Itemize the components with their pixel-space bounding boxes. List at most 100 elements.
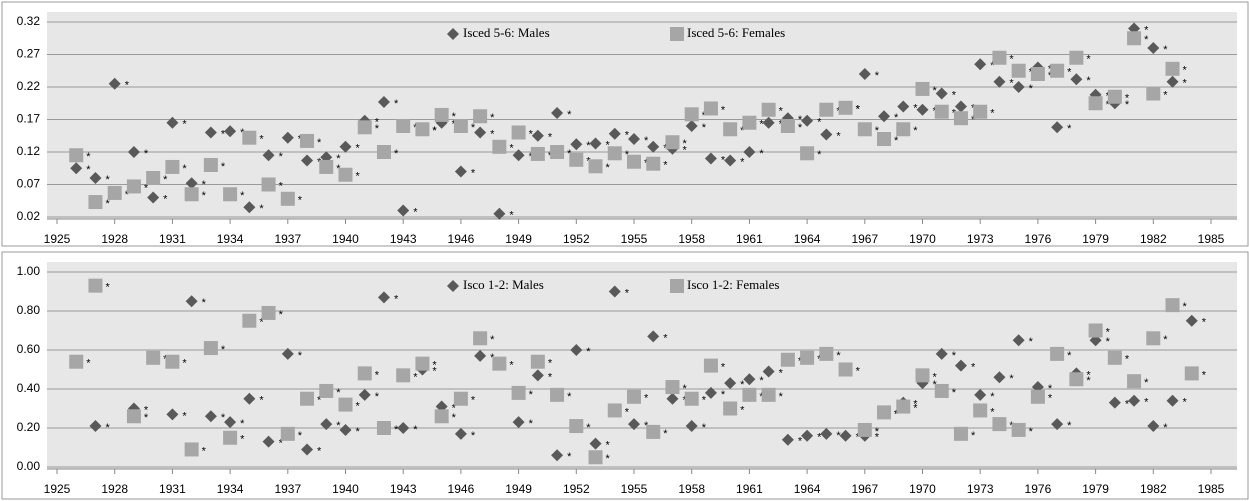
square-point bbox=[953, 111, 968, 126]
square-point bbox=[492, 356, 507, 371]
significance-star: * bbox=[105, 174, 110, 186]
square-point bbox=[1165, 61, 1180, 76]
diamond-point bbox=[954, 100, 967, 113]
diamond-point bbox=[993, 371, 1006, 384]
square-point bbox=[550, 145, 565, 159]
significance-star: * bbox=[163, 193, 168, 205]
square-point bbox=[780, 119, 795, 133]
square-point bbox=[1011, 63, 1026, 78]
square-point bbox=[550, 387, 565, 402]
significance-star: * bbox=[375, 391, 380, 403]
legend-label: Isco 1-2: Males bbox=[463, 277, 544, 292]
y-tick-label: 0.12 bbox=[17, 144, 41, 158]
significance-star: * bbox=[606, 453, 611, 465]
significance-star: * bbox=[259, 395, 264, 407]
diamond-point bbox=[608, 285, 621, 298]
square-point bbox=[453, 391, 468, 406]
significance-star: * bbox=[1009, 373, 1014, 385]
significance-star: * bbox=[182, 119, 187, 131]
x-tick-label: 1949 bbox=[505, 232, 532, 246]
square-point bbox=[357, 366, 372, 381]
square-point bbox=[319, 383, 334, 398]
significance-star: * bbox=[644, 135, 649, 147]
square-point bbox=[665, 135, 680, 150]
diamond-point bbox=[185, 177, 198, 190]
diamond-point bbox=[878, 110, 891, 123]
diamond-point bbox=[377, 291, 390, 304]
square-point bbox=[857, 422, 872, 437]
significance-star: * bbox=[856, 365, 861, 377]
significance-star: * bbox=[1144, 34, 1149, 46]
significance-star: * bbox=[86, 164, 91, 176]
significance-star: * bbox=[1106, 326, 1111, 338]
square-point bbox=[88, 278, 103, 293]
diamond-point bbox=[1051, 418, 1064, 431]
significance-star: * bbox=[1067, 420, 1072, 432]
significance-star: * bbox=[336, 153, 341, 165]
significance-star: * bbox=[1202, 317, 1207, 329]
significance-star: * bbox=[548, 371, 553, 383]
square-point bbox=[511, 125, 526, 140]
significance-star: * bbox=[125, 80, 130, 92]
x-tick-label: 1952 bbox=[563, 482, 590, 496]
square-point bbox=[800, 146, 815, 161]
square-point bbox=[627, 389, 641, 404]
y-tick-label: 0.07 bbox=[17, 177, 41, 191]
significance-star: * bbox=[144, 182, 149, 194]
diamond-point bbox=[570, 138, 583, 151]
significance-star: * bbox=[259, 134, 264, 146]
significance-star: * bbox=[317, 445, 322, 457]
x-tick-label: 1937 bbox=[274, 482, 301, 496]
square-point bbox=[1127, 374, 1142, 389]
diamond-point bbox=[897, 100, 910, 113]
significance-star: * bbox=[413, 371, 418, 383]
significance-star: * bbox=[221, 344, 226, 356]
significance-star: * bbox=[913, 399, 918, 411]
significance-star: * bbox=[298, 430, 303, 442]
significance-star: * bbox=[1125, 93, 1130, 105]
significance-star: * bbox=[490, 334, 495, 346]
significance-star: * bbox=[529, 128, 534, 140]
significance-star: * bbox=[163, 174, 168, 186]
significance-star: * bbox=[86, 151, 91, 163]
square-point bbox=[992, 50, 1007, 65]
significance-star: * bbox=[1086, 75, 1091, 87]
square-point bbox=[819, 102, 834, 117]
significance-star: * bbox=[1125, 99, 1130, 111]
x-tick-label: 1967 bbox=[851, 232, 878, 246]
diamond-point bbox=[166, 116, 179, 129]
square-point bbox=[280, 191, 295, 206]
diamond-point bbox=[993, 75, 1006, 88]
square-point bbox=[761, 102, 776, 117]
significance-star: * bbox=[1183, 301, 1188, 313]
square-point bbox=[376, 145, 391, 159]
diamond-point bbox=[339, 140, 352, 153]
y-tick-label: 0.27 bbox=[17, 47, 41, 61]
significance-star: * bbox=[1067, 350, 1072, 362]
diamond-point bbox=[1166, 394, 1179, 407]
square-point bbox=[723, 122, 738, 137]
diamond-point bbox=[666, 392, 679, 405]
square-point bbox=[838, 362, 853, 377]
diamond-point bbox=[1147, 420, 1160, 433]
significance-star: * bbox=[990, 60, 995, 72]
x-tick-label: 1979 bbox=[1082, 232, 1109, 246]
significance-star: * bbox=[221, 161, 226, 173]
significance-star: * bbox=[952, 350, 957, 362]
square-point bbox=[1030, 67, 1045, 81]
square-point bbox=[434, 409, 449, 424]
significance-star: * bbox=[259, 203, 264, 215]
square-point bbox=[396, 119, 411, 133]
x-tick-label: 1961 bbox=[736, 232, 763, 246]
square-point bbox=[1088, 96, 1103, 111]
significance-star: * bbox=[1183, 397, 1188, 409]
y-tick-label: 0.40 bbox=[17, 381, 41, 395]
x-tick-label: 1940 bbox=[332, 232, 359, 246]
significance-star: * bbox=[990, 391, 995, 403]
significance-star: * bbox=[279, 180, 284, 192]
significance-star: * bbox=[105, 282, 110, 294]
diamond-point bbox=[204, 410, 217, 423]
significance-star: * bbox=[1048, 383, 1053, 395]
square-point bbox=[742, 387, 757, 402]
significance-star: * bbox=[452, 402, 457, 414]
